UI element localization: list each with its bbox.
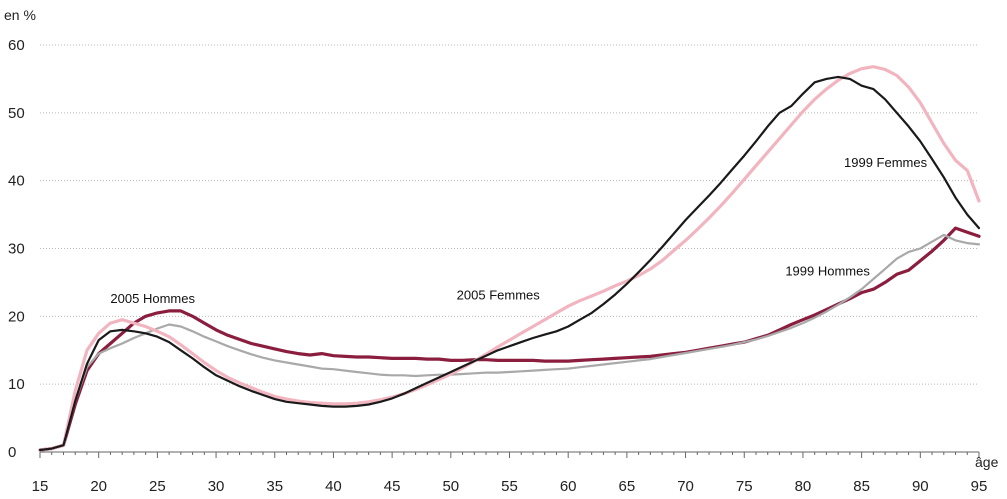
- x-tick-label: 35: [266, 478, 283, 495]
- x-tick-label: 95: [971, 478, 988, 495]
- y-tick-label: 10: [8, 376, 25, 393]
- x-tick-label: 85: [853, 478, 870, 495]
- series-line-2005-femmes: [38, 65, 981, 452]
- x-tick-label: 40: [325, 478, 342, 495]
- annotations: 2005 Hommes 2005 Femmes 1999 Femmes 1999 Ho…: [110, 155, 927, 306]
- x-axis-ticks: 15 20 25 30 35 40 45 50 55 60 65 70 75 80 85 90 95: [32, 478, 988, 495]
- x-axis-tick-marks: [39, 452, 980, 458]
- y-tick-label: 0: [8, 444, 16, 461]
- x-tick-label: 45: [384, 478, 401, 495]
- x-tick-label: 90: [912, 478, 929, 495]
- y-axis-unit-label: en %: [4, 7, 36, 23]
- series-annotation: 1999 Femmes: [844, 155, 928, 170]
- y-tick-label: 40: [8, 173, 25, 190]
- y-tick-label: 30: [8, 241, 25, 258]
- x-tick-label: 65: [619, 478, 636, 495]
- x-axis-unit-label: âge: [975, 454, 999, 470]
- series-lines: [38, 65, 981, 452]
- x-tick-label: 20: [90, 478, 107, 495]
- series-annotation: 2005 Hommes: [110, 291, 195, 306]
- y-tick-label: 50: [8, 105, 25, 122]
- series-line-2005-hommes: [38, 226, 981, 452]
- x-tick-label: 60: [560, 478, 577, 495]
- y-axis-ticks: 0 10 20 30 40 50 60: [8, 37, 25, 461]
- x-tick-label: 15: [32, 478, 49, 495]
- series-line-1999-hommes: [38, 233, 981, 452]
- x-tick-label: 80: [795, 478, 812, 495]
- gridlines: [40, 44, 979, 385]
- series-line-1999-femmes: [38, 75, 981, 452]
- y-tick-label: 20: [8, 308, 25, 325]
- x-tick-label: 25: [149, 478, 166, 495]
- y-tick-label: 60: [8, 37, 25, 54]
- x-tick-label: 70: [677, 478, 694, 495]
- series-annotation: 1999 Hommes: [785, 264, 870, 279]
- x-tick-label: 30: [208, 478, 225, 495]
- x-tick-label: 55: [501, 478, 518, 495]
- series-annotation: 2005 Femmes: [457, 287, 541, 302]
- x-tick-label: 75: [736, 478, 753, 495]
- x-tick-label: 50: [442, 478, 459, 495]
